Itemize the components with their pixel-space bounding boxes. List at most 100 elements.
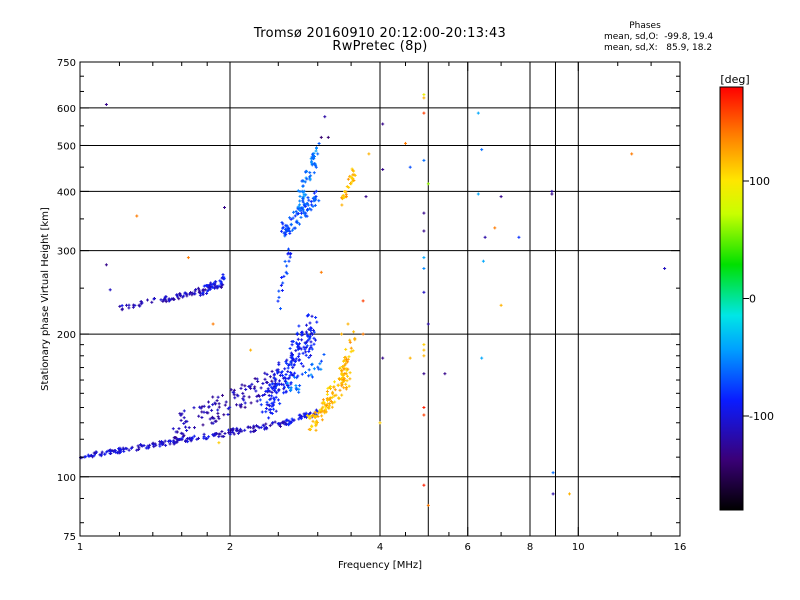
data-point-v [152,441,154,445]
data-point-v [283,391,285,395]
data-point-v [180,431,182,435]
data-point-v [350,182,352,186]
data-point-v [286,272,288,276]
data-point-v [348,384,350,388]
data-point-v [174,436,176,440]
data-point-v [315,189,317,193]
data-point-v [240,405,242,409]
data-point-v [349,371,351,375]
data-point-v [126,303,127,307]
data-point-v [191,293,193,297]
data-point-v [368,152,370,156]
data-point-v [237,431,239,435]
data-point-v [302,190,304,194]
data-point-v [314,155,315,158]
data-point-v [334,388,336,392]
data-point-v [304,415,305,419]
data-point-v [221,434,223,438]
data-point-v [335,393,337,397]
data-point-v [302,364,304,368]
data-point-v [339,367,341,370]
data-point-v [332,401,334,405]
data-point-v [327,402,329,406]
data-point-v [309,175,310,179]
data-point-v [352,349,354,353]
data-point-v [318,411,319,415]
data-point-v [288,226,290,230]
data-point-v [291,372,293,376]
data-point-v [342,365,343,369]
data-point-v [292,340,294,343]
data-point-v [132,305,134,309]
data-point-v [273,403,274,407]
colorbar-gradient [719,86,744,511]
data-point-v [223,435,225,438]
data-point-v [185,425,186,429]
data-point-v [181,412,183,416]
data-point-v [287,370,289,374]
data-point-v [259,398,261,402]
data-point-v [297,189,299,193]
data-point-v [217,415,219,419]
data-point-v [244,401,246,405]
data-point-v [161,442,163,446]
data-point-v [270,411,272,415]
data-point-v [244,384,246,388]
data-point-v [281,370,283,374]
data-point-v [283,231,285,235]
data-point-v [227,413,229,416]
data-point-v [295,386,297,390]
data-point-v [282,421,284,425]
data-point-v [362,332,364,336]
x-axis-title: Frequency [MHz] [338,560,422,571]
data-point-v [342,376,344,379]
data-point-v [284,385,285,389]
data-point-v [277,422,279,425]
data-point-v [332,390,334,394]
data-point-v [322,405,324,409]
data-point-v [203,436,205,440]
data-point-v [300,417,302,421]
data-point-v [293,210,294,214]
data-point-v [190,291,192,294]
data-point-v [230,388,232,392]
data-point-v [245,388,247,391]
data-point-v [280,371,282,375]
data-point-v [300,362,302,366]
data-point-v [164,439,166,443]
data-point-v [240,386,242,390]
data-point-v [264,427,266,431]
data-point-v [299,222,300,226]
data-point-v [308,356,310,359]
data-point-v [284,375,286,379]
data-point-v [309,336,311,340]
data-point-v [323,353,325,356]
data-point-v [309,177,311,181]
data-point-v [288,376,290,380]
data-point-v [329,385,330,389]
data-point-v [281,221,283,224]
y-tick-label: 75 [63,532,76,543]
data-point-v [279,373,281,377]
data-point-v [237,394,239,398]
data-point-v [477,192,479,196]
data-point-v [160,298,162,302]
data-point-v [312,152,313,156]
data-point-v [320,135,322,139]
data-point-v [291,353,293,356]
data-point-v [203,434,205,438]
data-point-v [287,252,289,256]
data-point-v [235,429,237,433]
data-point-v [207,284,209,288]
data-point-v [214,433,216,437]
data-point-v [275,386,276,390]
data-point-v [322,401,324,405]
data-point-v [287,384,289,388]
data-point-v [288,251,290,255]
data-point-v [132,303,134,307]
data-point-v [93,454,95,458]
data-point-v [138,303,140,307]
data-point-v [242,391,244,395]
data-point-v [300,347,302,351]
data-point-v [111,449,113,452]
